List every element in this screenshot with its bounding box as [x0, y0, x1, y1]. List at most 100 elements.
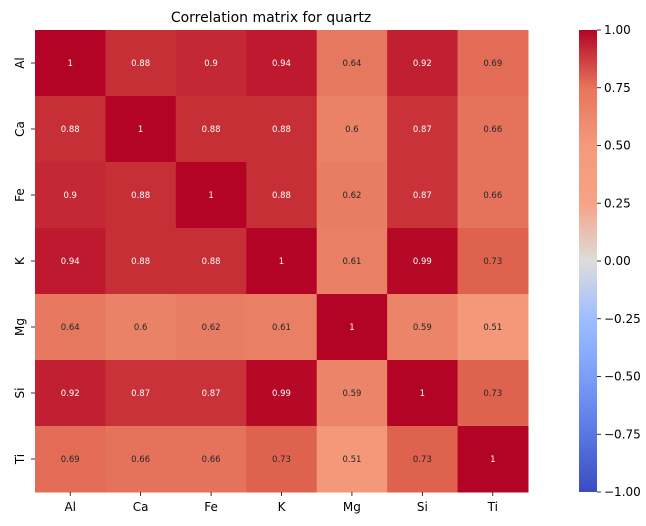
- cell-value-label: 1: [68, 59, 73, 69]
- heatmap-cell: [316, 426, 388, 493]
- heatmap-cell: [35, 294, 106, 361]
- heatmap-cell: [175, 426, 247, 493]
- colorbar-tick-label: 0.75: [604, 81, 631, 95]
- heatmap-cell: [387, 96, 459, 163]
- cell-value-label: 0.51: [342, 455, 361, 465]
- heatmap-cell: [316, 162, 388, 229]
- cell-value-label: 0.94: [61, 257, 80, 267]
- cell-value-label: 0.88: [131, 59, 150, 69]
- colorbar-tick-label: −0.25: [604, 312, 641, 326]
- cell-value-label: 0.88: [131, 191, 150, 201]
- cell-value-label: 1: [138, 125, 143, 135]
- cell-value-label: 0.88: [202, 125, 221, 135]
- heatmap-cell: [457, 96, 529, 163]
- cell-value-label: 0.88: [131, 257, 150, 267]
- heatmap-cell: [246, 96, 318, 163]
- cell-value-label: 0.73: [483, 257, 502, 267]
- heatmap-cell: [387, 228, 459, 295]
- heatmap-cell: [316, 96, 388, 163]
- heatmap-cell: [387, 426, 459, 493]
- heatmap-cell: [246, 426, 318, 493]
- colorbar-tick-label: 0.50: [604, 139, 631, 153]
- cell-value-label: 1: [349, 323, 354, 333]
- heatmap-cell: [175, 96, 247, 163]
- heatmap-cell: [175, 360, 247, 427]
- cell-value-label: 0.99: [413, 257, 432, 267]
- cell-value-label: 0.73: [413, 455, 432, 465]
- heatmap-cell: [105, 360, 177, 427]
- heatmap-cell: [105, 96, 177, 163]
- x-tick-label: Fe: [204, 500, 218, 514]
- heatmap-cell: [246, 294, 318, 361]
- heatmap-cell: [387, 294, 459, 361]
- heatmap-cell: [457, 30, 529, 97]
- cell-value-label: 0.6: [345, 125, 359, 135]
- cell-value-label: 1: [208, 191, 213, 201]
- x-tick-label: Al: [64, 500, 76, 514]
- cell-value-label: 0.92: [61, 389, 80, 399]
- y-axis-ticks: Al Ca Fe K Mg Si Ti: [13, 57, 35, 465]
- chart-title: Correlation matrix for quartz: [171, 10, 371, 26]
- heatmap-cell: [35, 30, 106, 97]
- cell-value-label: 0.9: [204, 59, 218, 69]
- heatmap-cell: [457, 294, 529, 361]
- heatmap-cell: [175, 162, 247, 229]
- cell-value-label: 0.87: [202, 389, 221, 399]
- heatmap-cell: [105, 294, 177, 361]
- heatmap-cell: [246, 228, 318, 295]
- cell-value-label: 0.62: [342, 191, 361, 201]
- cell-value-label: 0.88: [61, 125, 80, 135]
- x-tick-label: Mg: [343, 500, 361, 514]
- heatmap-cell: [387, 30, 459, 97]
- cell-value-label: 0.94: [272, 59, 291, 69]
- heatmap-cell: [316, 294, 388, 361]
- cell-value-label: 0.88: [272, 125, 291, 135]
- heatmap-cell: [316, 30, 388, 97]
- y-tick-label: Ti: [13, 454, 27, 465]
- cell-value-label: 0.64: [342, 59, 361, 69]
- y-tick-label: Al: [13, 57, 27, 69]
- cell-value-label: 0.59: [342, 389, 361, 399]
- cell-value-label: 0.88: [272, 191, 291, 201]
- cell-value-label: 0.92: [413, 59, 432, 69]
- heatmap-cell: [35, 162, 106, 229]
- heatmap-cell: [175, 228, 247, 295]
- x-tick-label: Ti: [487, 500, 498, 514]
- cell-value-label: 0.73: [483, 389, 502, 399]
- cell-value-label: 0.73: [272, 455, 291, 465]
- cell-value-label: 1: [420, 389, 425, 399]
- heatmap-cell: [35, 228, 106, 295]
- y-tick-label: Fe: [13, 188, 27, 202]
- heatmap-cell: [387, 360, 459, 427]
- heatmap-cells: 1 0.88 0.9 0.94 0.64 0.92 0.69 0.88 1 0.88 0.88 0.6…: [35, 30, 529, 493]
- cell-value-label: 0.61: [342, 257, 361, 267]
- heatmap-cell: [105, 228, 177, 295]
- heatmap-cell: [175, 30, 247, 97]
- cell-value-label: 0.6: [134, 323, 148, 333]
- cell-value-label: 0.88: [202, 257, 221, 267]
- cell-value-label: 0.69: [61, 455, 80, 465]
- cell-value-label: 0.87: [131, 389, 150, 399]
- cell-value-label: 0.9: [63, 191, 77, 201]
- heatmap-cell: [457, 228, 529, 295]
- x-tick-label: Ca: [133, 500, 149, 514]
- cell-value-label: 0.66: [483, 125, 502, 135]
- cell-value-label: 1: [490, 455, 495, 465]
- heatmap-cell: [246, 30, 318, 97]
- y-tick-label: Mg: [13, 318, 27, 336]
- cell-value-label: 0.66: [483, 191, 502, 201]
- heatmap-cell: [105, 30, 177, 97]
- colorbar-tick-label: −0.75: [604, 427, 641, 441]
- x-tick-label: Si: [417, 500, 428, 514]
- cell-value-label: 0.59: [413, 323, 432, 333]
- cell-value-label: 0.87: [413, 125, 432, 135]
- cell-value-label: 1: [279, 257, 284, 267]
- cell-value-label: 0.66: [131, 455, 150, 465]
- cell-value-label: 0.64: [61, 323, 80, 333]
- cell-value-label: 0.62: [202, 323, 221, 333]
- colorbar-tick-label: −1.00: [604, 485, 641, 499]
- y-tick-label: Ca: [13, 121, 27, 137]
- cell-value-label: 0.69: [483, 59, 502, 69]
- cell-value-label: 0.61: [272, 323, 291, 333]
